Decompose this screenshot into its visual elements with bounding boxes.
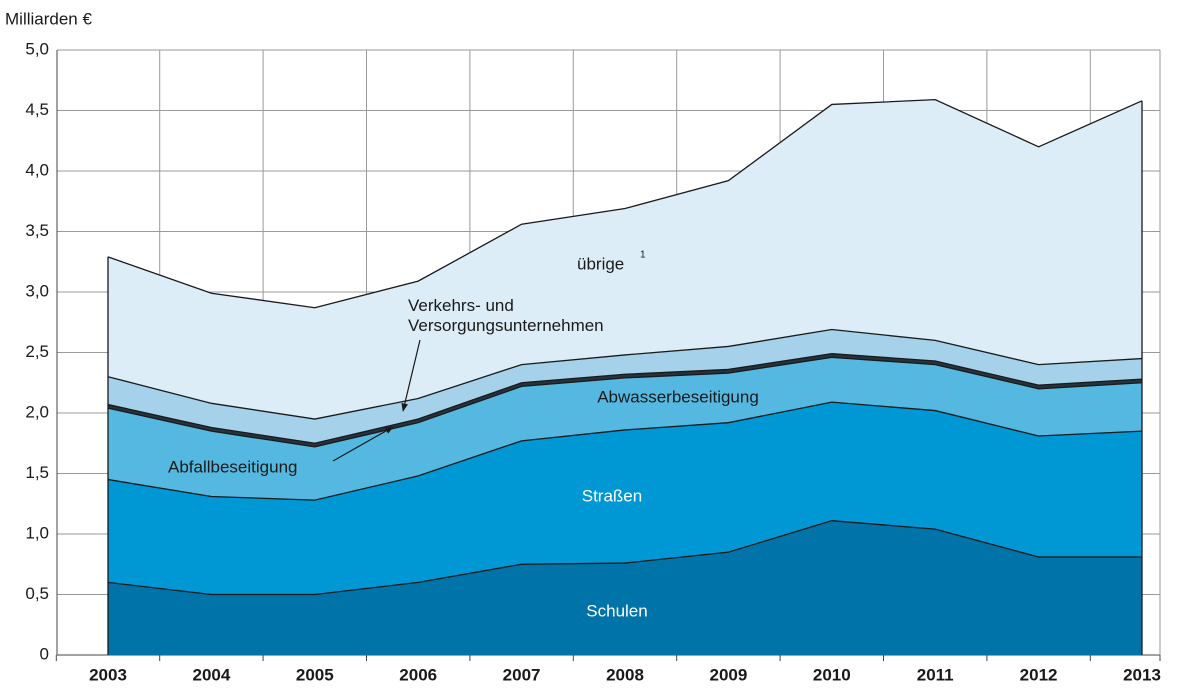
y-tick-label: 4,5 [25,100,49,119]
series-label: Verkehrs- und Versorgungsunternehmen [408,296,604,335]
area-edge [107,328,1143,420]
area-edge [107,353,1143,444]
y-tick-label: 1,5 [25,463,49,482]
y-tick-label: 4,0 [25,160,49,179]
area [108,520,1142,655]
x-tick-label: 2008 [606,665,644,684]
y-tick-label: 0 [40,644,49,663]
y-tick-label: 2,0 [25,402,49,421]
series-label: Schulen [586,601,647,620]
x-tick-label: 2006 [399,665,437,684]
x-tick-label: 2005 [296,665,334,684]
x-tick-label: 2013 [1123,665,1161,684]
y-tick-label: 1,0 [25,523,49,542]
x-tick-label: 2012 [1020,665,1058,684]
y-tick-label: 2,5 [25,342,49,361]
x-tick-label: 2010 [813,665,851,684]
series-label: Abwasserbeseitigung [597,387,759,406]
x-tick-label: 2004 [192,665,230,684]
x-tick-label: 2003 [89,665,127,684]
series-label: Abfallbeseitigung [168,457,297,476]
series-label: übrige [577,254,624,273]
area [108,402,1142,595]
area [108,99,1142,420]
area [108,357,1142,501]
area-edge [107,356,1143,448]
x-tick-label: 2011 [917,665,954,684]
x-tick-label: 2009 [709,665,747,684]
area-edge [107,98,1143,309]
y-tick-label: 3,5 [25,221,49,240]
series-label: Straßen [582,486,642,505]
area-edge [107,401,1143,501]
x-tick-label: 2007 [503,665,541,684]
pointer-arrow [332,426,394,462]
area-edge [107,520,1142,596]
area [108,329,1142,444]
y-axis-label: Milliarden € [5,9,92,28]
footnote-marker: 1 [640,250,646,261]
y-tick-label: 5,0 [25,39,49,58]
pointer-arrow [401,339,421,412]
y-tick-label: 3,0 [25,281,49,300]
y-tick-label: 0,5 [25,584,49,603]
